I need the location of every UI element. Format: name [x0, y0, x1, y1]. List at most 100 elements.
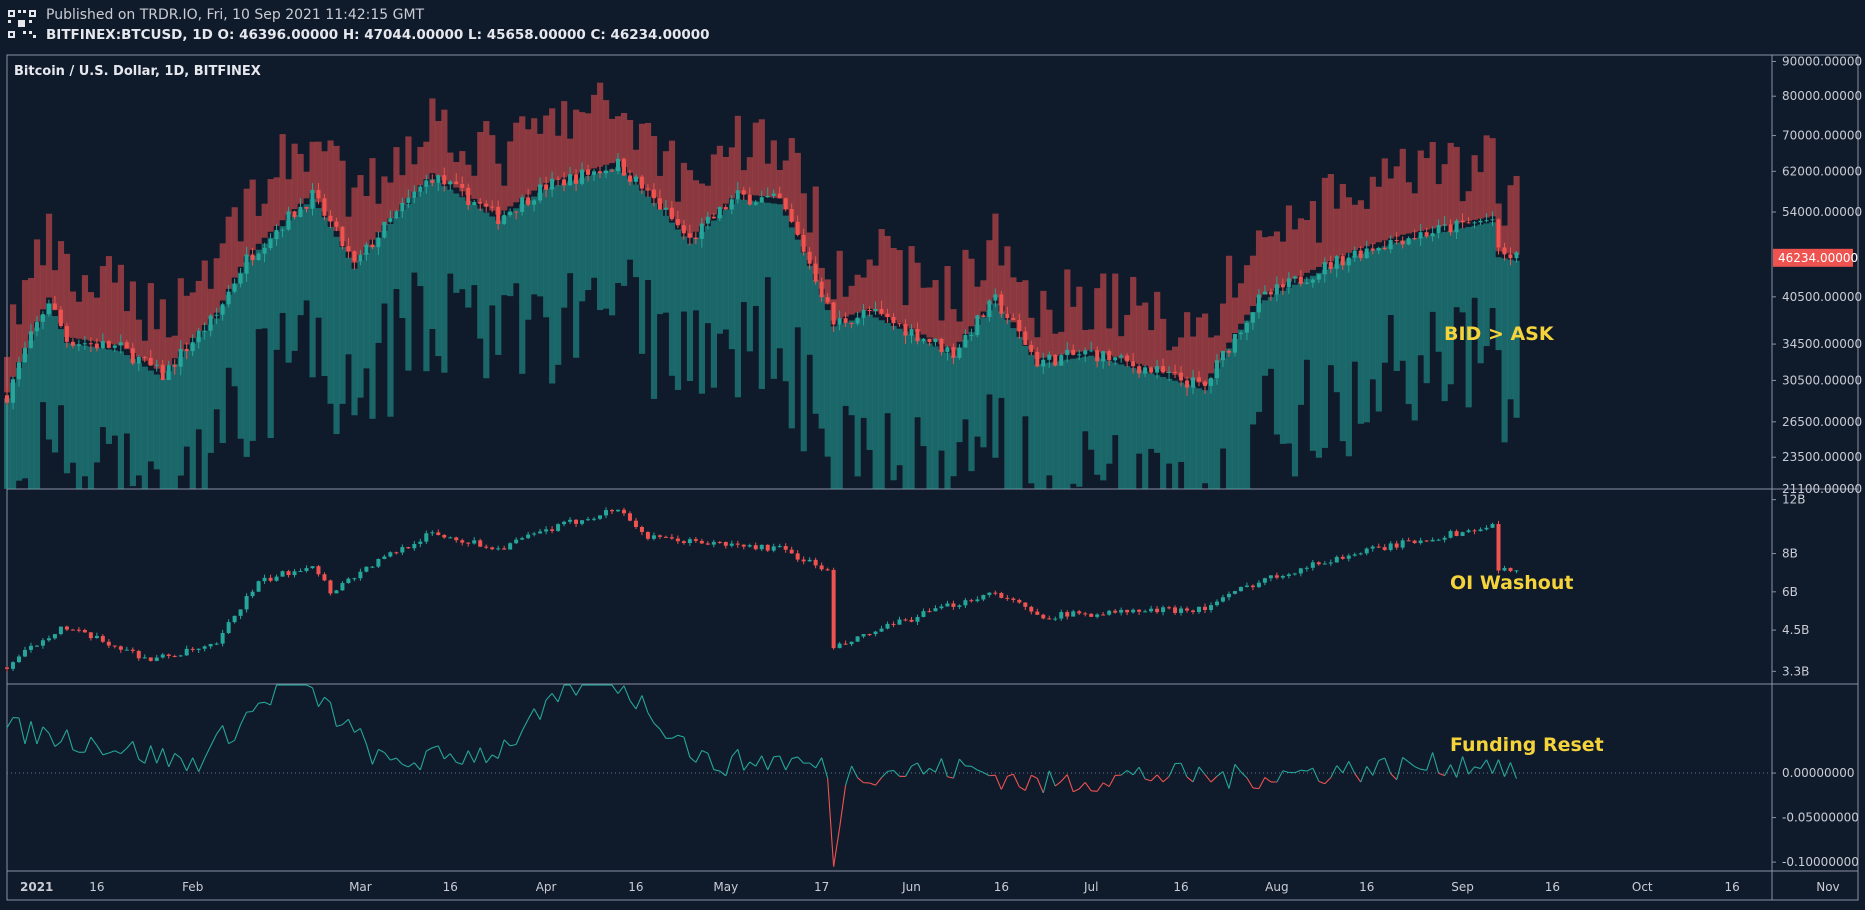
- oi-candle: [693, 539, 698, 541]
- bid-depth-band: [1399, 240, 1406, 361]
- funding-segment: [755, 755, 763, 767]
- ask-depth-band: [842, 296, 849, 317]
- funding-segment: [695, 750, 703, 763]
- bid-depth-band: [1088, 355, 1095, 450]
- funding-segment: [934, 758, 942, 773]
- oi-tick-label: 6B: [1782, 585, 1798, 599]
- bid-depth-band: [1369, 250, 1376, 380]
- ask-depth-band: [1243, 265, 1251, 315]
- price-candle: [334, 221, 339, 227]
- funding-segment: [905, 765, 912, 777]
- bid-depth-band: [291, 214, 298, 351]
- oi-candle: [1238, 586, 1243, 592]
- price-candle: [1256, 294, 1261, 313]
- annotation-oi-washout: OI Washout: [1450, 572, 1573, 594]
- ask-depth-band: [303, 171, 310, 199]
- oi-candle: [466, 542, 471, 544]
- funding-segment: [449, 753, 457, 763]
- oi-candle: [142, 657, 147, 659]
- funding-segment: [911, 762, 918, 767]
- bid-depth-band: [938, 349, 945, 451]
- funding-segment: [1084, 782, 1092, 792]
- funding-segment: [1156, 774, 1164, 783]
- price-candle: [1095, 350, 1100, 362]
- funding-segment: [162, 748, 170, 768]
- funding-segment: [713, 769, 720, 772]
- bid-depth-band: [848, 320, 855, 416]
- bid-depth-band: [1423, 235, 1430, 384]
- price-candle: [1023, 331, 1028, 345]
- price-candle: [633, 176, 638, 182]
- oi-candle: [819, 565, 824, 570]
- ask-depth-band: [722, 156, 729, 204]
- price-candle: [64, 326, 69, 342]
- ask-depth-band: [1429, 142, 1436, 229]
- funding-tick-label: 0.00000000: [1782, 766, 1855, 780]
- oi-candle: [909, 619, 914, 622]
- oi-candle: [669, 537, 674, 539]
- bid-depth-band: [1202, 390, 1209, 484]
- bid-depth-band: [1393, 242, 1400, 371]
- oi-candle: [861, 634, 866, 637]
- bid-depth-band: [1052, 361, 1059, 489]
- oi-candle: [759, 544, 764, 550]
- price-candle: [508, 211, 513, 216]
- oi-candle: [46, 638, 51, 641]
- funding-segment: [1426, 752, 1434, 771]
- funding-segment: [707, 753, 715, 770]
- price-candle: [376, 237, 381, 248]
- price-candle: [1268, 291, 1273, 295]
- ask-depth-band: [1477, 172, 1484, 219]
- price-candle: [1490, 219, 1495, 221]
- oi-candle: [1065, 612, 1070, 617]
- price-candle: [1185, 380, 1190, 388]
- oi-candle: [1268, 575, 1273, 579]
- oi-candle: [783, 546, 788, 550]
- funding-segment: [1210, 775, 1218, 783]
- price-candle: [346, 246, 351, 252]
- funding-segment: [875, 777, 882, 786]
- price-tick-label: 23500.00000: [1782, 450, 1862, 464]
- funding-segment: [371, 749, 379, 765]
- oi-candle: [1119, 609, 1124, 613]
- ask-depth-band: [129, 281, 136, 353]
- ask-depth-band: [1279, 241, 1287, 285]
- funding-segment: [929, 767, 936, 773]
- price-candle: [448, 181, 453, 185]
- oi-candle: [1023, 602, 1028, 607]
- price-candle: [1155, 366, 1160, 373]
- bid-depth-band: [231, 283, 238, 387]
- funding-segment: [1444, 764, 1452, 776]
- oi-candle: [10, 662, 15, 669]
- oi-candle: [1292, 573, 1297, 575]
- ask-depth-band: [1453, 146, 1460, 224]
- x-tick-label: Apr: [536, 880, 557, 894]
- ask-depth-band: [1501, 225, 1508, 253]
- ask-depth-band: [321, 151, 328, 212]
- price-candle: [394, 211, 399, 219]
- funding-tick-label: -0.05000000: [1782, 811, 1859, 825]
- ask-depth-band: [471, 175, 478, 199]
- oi-candle: [1011, 598, 1016, 600]
- oi-candle: [867, 634, 872, 636]
- funding-segment: [797, 756, 805, 764]
- oi-candle: [448, 537, 453, 539]
- price-candle: [1334, 256, 1339, 269]
- price-candle: [975, 315, 980, 336]
- funding-segment: [365, 743, 373, 765]
- price-candle: [298, 206, 303, 217]
- oi-candle: [214, 643, 219, 645]
- price-candle: [1388, 240, 1393, 250]
- oi-candle: [346, 578, 351, 584]
- funding-segment: [737, 749, 745, 771]
- funding-segment: [402, 763, 409, 768]
- ask-depth-band: [848, 285, 855, 315]
- price-tick-label: 34500.00000: [1782, 337, 1862, 351]
- price-candle: [735, 190, 740, 200]
- bid-depth-band: [1028, 355, 1035, 484]
- funding-segment: [324, 696, 331, 703]
- bid-depth-band: [1297, 281, 1305, 405]
- price-candle: [741, 190, 746, 195]
- oi-candle: [16, 656, 21, 663]
